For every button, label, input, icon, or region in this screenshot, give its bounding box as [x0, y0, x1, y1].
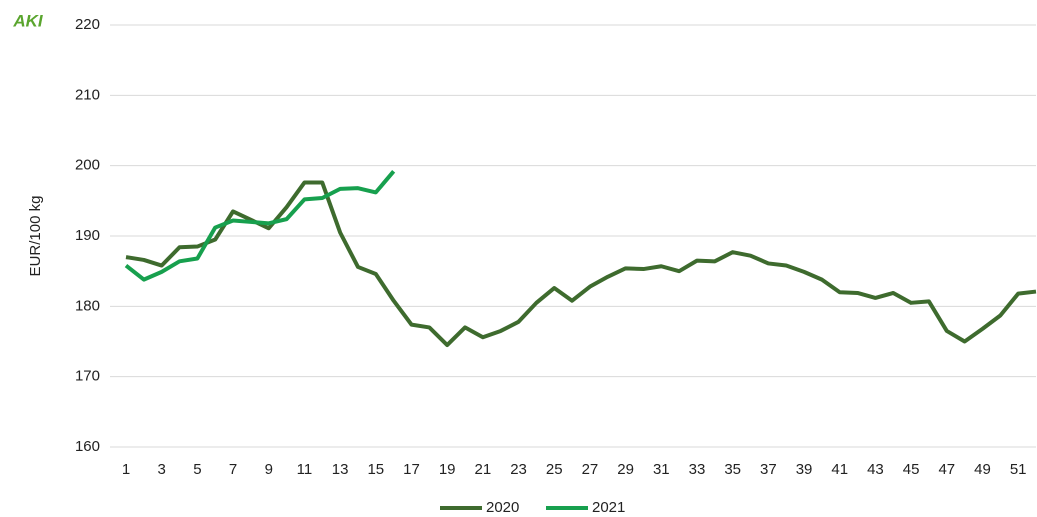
x-tick-label: 45: [903, 461, 920, 478]
x-tick-label: 25: [546, 461, 563, 478]
x-tick-label: 39: [796, 461, 813, 478]
x-tick-label: 15: [367, 461, 384, 478]
y-tick-label: 200: [75, 157, 100, 174]
x-tick-label: 41: [831, 461, 848, 478]
x-tick-label: 19: [439, 461, 456, 478]
x-tick-label: 49: [974, 461, 991, 478]
series-line: [124, 170, 396, 282]
series-line: [125, 180, 1037, 348]
x-tick-label: 29: [617, 461, 634, 478]
x-tick-label: 9: [265, 461, 273, 478]
y-tick-label: 210: [75, 86, 100, 103]
x-tick-label: 21: [475, 461, 492, 478]
x-tick-label: 7: [229, 461, 237, 478]
x-tick-label: 51: [1010, 461, 1027, 478]
legend-label: 2020: [486, 499, 519, 516]
x-tick-label: 27: [582, 461, 599, 478]
y-tick-label: 180: [75, 297, 100, 314]
x-tick-label: 43: [867, 461, 884, 478]
x-tick-label: 37: [760, 461, 777, 478]
x-tick-label: 47: [938, 461, 955, 478]
x-tick-label: 11: [297, 461, 313, 478]
x-tick-label: 31: [653, 461, 670, 478]
y-tick-label: 190: [75, 227, 100, 244]
x-tick-label: 13: [332, 461, 349, 478]
y-tick-label: 160: [75, 438, 100, 455]
logo: AKI: [12, 11, 44, 30]
x-tick-label: 5: [193, 461, 201, 478]
x-tick-label: 35: [724, 461, 741, 478]
y-axis-label: EUR/100 kg: [27, 196, 44, 277]
x-tick-label: 23: [510, 461, 527, 478]
legend-label: 2021: [592, 499, 625, 516]
x-tick-label: 1: [122, 461, 130, 478]
x-tick-label: 3: [158, 461, 166, 478]
y-tick-label: 220: [75, 16, 100, 33]
x-tick-label: 17: [403, 461, 420, 478]
y-tick-label: 170: [75, 368, 100, 385]
x-tick-label: 33: [689, 461, 706, 478]
